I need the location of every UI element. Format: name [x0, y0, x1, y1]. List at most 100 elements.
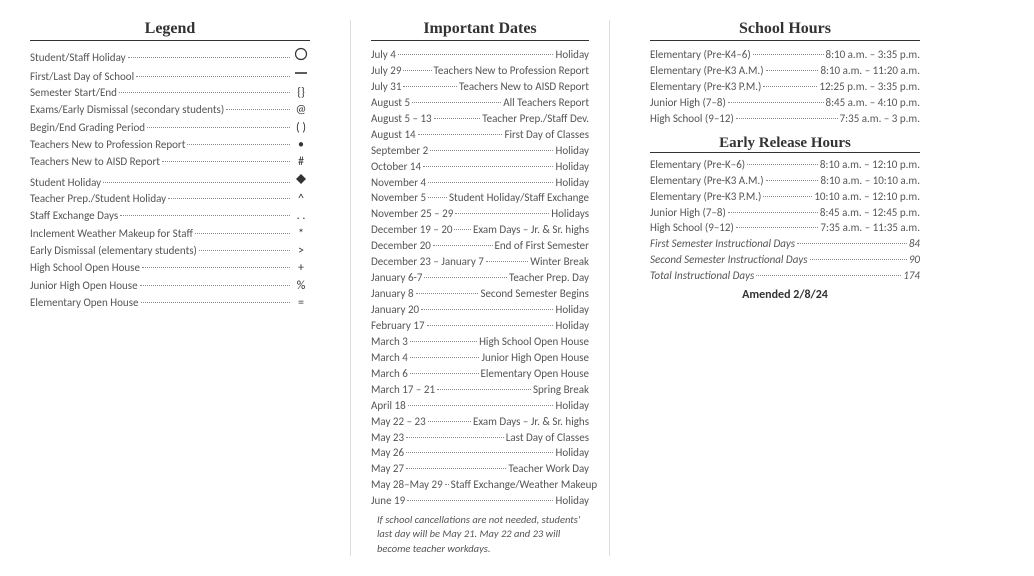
early-release-list: Elementary (Pre-K–6)8:10 a.m. – 12:10 p.…: [650, 157, 920, 237]
legend-row: First/Last Day of School: [30, 66, 310, 85]
hours-label: Elementary (Pre-K3 A.M.): [650, 63, 764, 79]
leader-dots: [437, 389, 531, 390]
legend-symbol: >: [292, 243, 310, 260]
date-label: January 20: [371, 302, 419, 318]
date-label: June 19: [371, 493, 405, 509]
date-value: Holiday: [555, 318, 589, 334]
date-label: March 4: [371, 350, 408, 366]
legend-label: Teachers New to Profession Report: [30, 137, 185, 153]
hours-value: 8:10 a.m. – 3:35 p.m.: [826, 47, 921, 63]
leader-dots: [410, 357, 480, 358]
hours-title: School Hours: [650, 20, 920, 41]
hours-row: Junior High (7–8)8:45 a.m. – 4:10 p.m.: [650, 95, 920, 111]
hours-list: Elementary (Pre-K4–6)8:10 a.m. – 3:35 p.…: [650, 47, 920, 127]
date-label: May 23: [371, 430, 404, 446]
legend-row: Elementary Open House=: [30, 295, 310, 312]
date-value: Second Semester Begins: [480, 286, 589, 302]
hours-label: First Semester Instructional Days: [650, 236, 795, 252]
date-row: July 29Teachers New to Profession Report: [371, 63, 589, 79]
date-row: July 31Teachers New to AISD Report: [371, 79, 589, 95]
legend-symbol: *: [292, 226, 310, 243]
date-label: December 23 – January 7: [371, 254, 484, 270]
leader-dots: [162, 161, 290, 162]
legend-symbol: ^: [292, 191, 310, 208]
date-value: First Day of Classes: [504, 127, 589, 143]
legend-symbol: [292, 172, 310, 186]
leader-dots: [142, 267, 290, 268]
legend-symbol: #: [292, 154, 310, 171]
hours-value: 7:35 a.m. – 11:35 a.m.: [820, 220, 920, 236]
date-value: Teachers New to Profession Report: [434, 63, 589, 79]
date-label: September 2: [371, 143, 428, 159]
date-label: August 14: [371, 127, 416, 143]
date-label: March 17 – 21: [371, 382, 435, 398]
dates-title: Important Dates: [371, 20, 589, 41]
date-value: Staff Exchange/Weather Makeup: [451, 477, 598, 493]
date-value: Exam Days – Jr. & Sr. highs: [473, 414, 589, 430]
date-row: May 22 – 23Exam Days – Jr. & Sr. highs: [371, 414, 589, 430]
date-label: December 19 – 20: [371, 222, 452, 238]
legend-symbol: ( ): [292, 120, 310, 137]
legend-row: Teachers New to AISD Report#: [30, 154, 310, 171]
date-row: November 5Student Holiday/Staff Exchange: [371, 190, 589, 206]
legend-symbol: [292, 66, 310, 80]
legend-row: Begin/End Grading Period( ): [30, 120, 310, 137]
date-label: May 28–May 29: [371, 477, 443, 493]
date-row: July 4Holiday: [371, 47, 589, 63]
leader-dots: [410, 373, 479, 374]
date-value: Holiday: [555, 302, 589, 318]
leader-dots: [140, 285, 290, 286]
leader-dots: [736, 227, 819, 228]
leader-dots: [766, 180, 819, 181]
date-row: December 23 – January 7Winter Break: [371, 254, 589, 270]
date-row: December 19 – 20 Exam Days – Jr. & Sr. hi…: [371, 222, 589, 238]
legend-row: Teacher Prep./Student Holiday^: [30, 191, 310, 208]
date-label: August 5 – 13: [371, 111, 432, 127]
date-label: October 14: [371, 159, 421, 175]
hours-label: Elementary (Pre-K3 P.M.): [650, 189, 761, 205]
date-row: November 25 – 29Holidays: [371, 206, 589, 222]
hours-row: First Semester Instructional Days84: [650, 236, 920, 252]
date-value: Holiday: [555, 445, 589, 461]
hours-row: High School (9–12)7:35 a.m. – 3 p.m.: [650, 111, 920, 127]
date-value: Teacher Prep./Staff Dev.: [482, 111, 589, 127]
date-value: Exam Days – Jr. & Sr. highs: [473, 222, 589, 238]
hours-value: 8:45 a.m. – 4:10 p.m.: [826, 95, 921, 111]
date-row: May 27Teacher Work Day: [371, 461, 589, 477]
leader-dots: [454, 229, 470, 230]
dates-column: Important Dates July 4HolidayJuly 29Teac…: [350, 20, 610, 556]
leader-dots: [445, 484, 449, 485]
date-row: May 23Last Day of Classes: [371, 430, 589, 446]
hours-value: 8:10 a.m. – 11:20 a.m.: [820, 63, 920, 79]
legend-row: Early Dismissal (elementary students)>: [30, 243, 310, 260]
legend-symbol: {}: [292, 85, 310, 102]
leader-dots: [408, 405, 554, 406]
date-value: Spring Break: [533, 382, 589, 398]
hours-value: 7:35 a.m. – 3 p.m.: [840, 111, 920, 127]
hours-label: Total Instructional Days: [650, 268, 754, 284]
date-value: Holiday: [555, 398, 589, 414]
leader-dots: [398, 54, 554, 55]
legend-row: Student Holiday: [30, 172, 310, 191]
date-row: April 18Holiday: [371, 398, 589, 414]
leader-dots: [195, 233, 290, 234]
leader-dots: [428, 197, 447, 198]
date-value: Holiday: [555, 159, 589, 175]
date-label: November 5: [371, 190, 426, 206]
hours-label: Elementary (Pre-K3 P.M.): [650, 79, 761, 95]
hours-row: Junior High (7–8)8:45 a.m. – 12:45 p.m.: [650, 205, 920, 221]
hours-label: High School (9–12): [650, 220, 734, 236]
date-row: November 4Holiday: [371, 175, 589, 191]
leader-dots: [406, 437, 504, 438]
date-row: March 3High School Open House: [371, 334, 589, 350]
leader-dots: [128, 57, 290, 58]
leader-dots: [753, 54, 824, 55]
leader-dots: [410, 341, 477, 342]
leader-dots: [141, 302, 291, 303]
leader-dots: [810, 259, 907, 260]
legend-row: Inclement Weather Makeup for Staff *: [30, 226, 310, 243]
instructional-days-list: First Semester Instructional Days84Secon…: [650, 236, 920, 284]
date-row: March 17 – 21 Spring Break: [371, 382, 589, 398]
date-label: January 8: [371, 286, 414, 302]
legend-label: Inclement Weather Makeup for Staff: [30, 226, 193, 242]
